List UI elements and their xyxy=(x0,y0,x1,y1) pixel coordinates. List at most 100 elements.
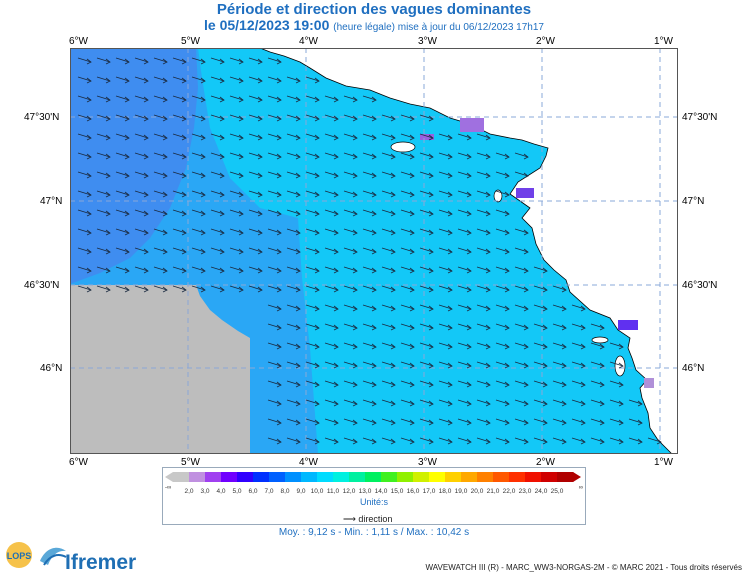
direction-arrow-head xyxy=(86,96,92,103)
direction-arrow-head xyxy=(428,210,434,217)
direction-arrow-head xyxy=(257,229,263,236)
direction-arrow-head xyxy=(181,286,187,293)
direction-arrow-head xyxy=(466,324,472,331)
direction-arrow xyxy=(457,323,472,329)
direction-arrow xyxy=(438,152,453,158)
direction-arrow xyxy=(400,437,415,443)
direction-arrow xyxy=(362,266,377,272)
direction-arrow-head xyxy=(257,115,263,122)
color-bar-segment xyxy=(429,472,446,482)
direction-arrow-head xyxy=(428,324,434,331)
direction-arrow xyxy=(248,133,263,139)
color-bar-segment xyxy=(221,472,238,482)
direction-arrow xyxy=(343,228,358,234)
direction-arrow-head xyxy=(219,134,225,141)
color-bar-ticks: 2,0 3,0 4,0 5,0 6,0 7,0 8,0 9,0 10,0 11,0 12,0 13,0… xyxy=(184,488,563,495)
direction-arrow xyxy=(172,57,187,63)
direction-arrow-head xyxy=(371,267,377,274)
direction-arrow xyxy=(267,399,282,405)
direction-arrow-head xyxy=(637,400,643,407)
direction-arrow-head xyxy=(124,134,130,141)
direction-arrow-head xyxy=(485,172,491,179)
direction-arrow-head xyxy=(428,115,434,122)
direction-arrow xyxy=(229,57,244,63)
direction-arrow-head xyxy=(523,438,529,445)
direction-arrow-head xyxy=(333,400,339,407)
color-bar-segment xyxy=(381,472,398,482)
direction-arrow xyxy=(248,171,263,177)
direction-arrow-head xyxy=(447,286,453,293)
direction-arrow-head xyxy=(428,267,434,274)
direction-arrow-head xyxy=(162,267,168,274)
direction-arrow-head xyxy=(485,400,491,407)
direction-arrow xyxy=(457,228,472,234)
direction-arrow xyxy=(457,361,472,367)
direction-arrow xyxy=(419,171,434,177)
direction-arrow-head xyxy=(542,286,548,293)
direction-arrow xyxy=(400,171,415,177)
direction-arrow xyxy=(153,209,168,215)
direction-arrow xyxy=(115,76,130,82)
direction-arrow-head xyxy=(561,286,567,293)
direction-arrow-head xyxy=(143,96,149,103)
scale-low-end: -∞ xyxy=(165,485,172,491)
wave-period-map[interactable] xyxy=(70,48,678,454)
direction-arrow-head xyxy=(219,248,225,255)
direction-arrow xyxy=(552,418,567,424)
direction-arrow-head xyxy=(333,96,339,103)
direction-arrow xyxy=(153,285,168,291)
direction-arrow xyxy=(647,437,662,443)
direction-arrow xyxy=(172,95,187,101)
direction-arrow-head xyxy=(447,343,453,350)
lon-label-bottom: 4°W xyxy=(299,457,318,468)
direction-arrow xyxy=(514,323,529,329)
color-bar-tick-label: 6,0 xyxy=(248,488,257,495)
direction-arrow xyxy=(362,399,377,405)
direction-arrow xyxy=(153,171,168,177)
direction-arrow-head xyxy=(428,381,434,388)
direction-arrow xyxy=(552,285,567,291)
direction-arrow-head xyxy=(257,172,263,179)
direction-arrow xyxy=(590,380,605,386)
direction-arrow-head xyxy=(238,96,244,103)
direction-arrow-head xyxy=(295,210,301,217)
direction-arrow-head xyxy=(485,343,491,350)
direction-arrow xyxy=(305,171,320,177)
direction-arrow-head xyxy=(390,172,396,179)
direction-arrow-head xyxy=(485,438,491,445)
direction-arrow xyxy=(324,342,339,348)
direction-arrow-head xyxy=(314,96,320,103)
direction-arrow xyxy=(324,323,339,329)
direction-arrow xyxy=(153,76,168,82)
direction-arrow xyxy=(153,114,168,120)
color-bar-segment xyxy=(493,472,510,482)
direction-arrow xyxy=(172,133,187,139)
direction-arrow-head xyxy=(124,210,130,217)
color-bar-segment xyxy=(269,472,286,482)
direction-arrow xyxy=(495,152,510,158)
direction-arrow xyxy=(267,133,282,139)
direction-arrow-head xyxy=(485,210,491,217)
direction-arrow-head xyxy=(257,286,263,293)
direction-arrow xyxy=(419,247,434,253)
direction-arrow-head xyxy=(295,115,301,122)
direction-arrow xyxy=(134,228,149,234)
direction-arrow xyxy=(476,304,491,310)
direction-arrow xyxy=(134,285,149,291)
direction-arrow-head xyxy=(485,248,491,255)
direction-arrow-head xyxy=(124,267,130,274)
lon-label-top: 4°W xyxy=(299,36,318,47)
direction-arrow-head xyxy=(352,210,358,217)
direction-arrow xyxy=(191,266,206,272)
lon-label-top: 1°W xyxy=(654,36,673,47)
direction-arrow-head xyxy=(504,267,510,274)
direction-arrow xyxy=(438,171,453,177)
direction-arrow xyxy=(495,418,510,424)
direction-arrow xyxy=(419,323,434,329)
direction-arrow xyxy=(476,171,491,177)
direction-arrow-head xyxy=(485,134,491,141)
direction-arrow-head xyxy=(428,419,434,426)
direction-arrow xyxy=(286,399,301,405)
island-noirmoutier xyxy=(493,189,503,203)
color-bar-tick-label: 22,0 xyxy=(503,488,516,495)
